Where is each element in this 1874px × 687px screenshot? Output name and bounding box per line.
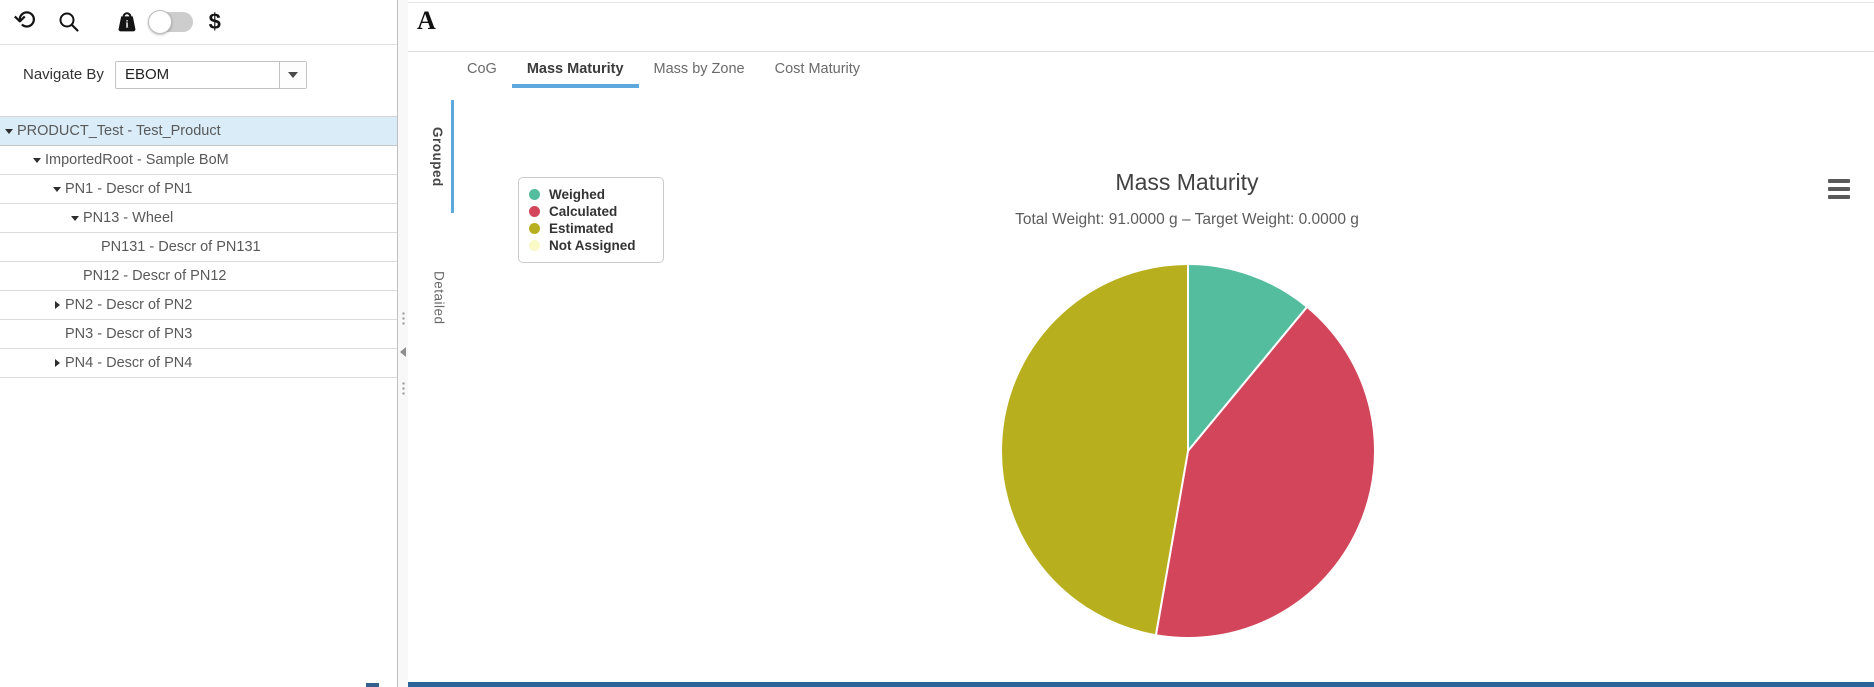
bottom-scroll-bar[interactable]	[408, 682, 1874, 687]
tree-item-label: PN1 - Descr of PN1	[65, 181, 193, 197]
collapse-panel-icon[interactable]	[400, 347, 406, 357]
tree-row[interactable]: PN4 - Descr of PN4	[0, 349, 397, 378]
legend-label: Calculated	[549, 204, 618, 219]
tree-item-label: PN3 - Descr of PN3	[65, 326, 193, 342]
collapse-node-icon[interactable]	[70, 215, 80, 221]
tree-row[interactable]: PN13 - Wheel	[0, 204, 397, 233]
splitter-grip-icon[interactable]	[401, 311, 406, 326]
navigate-by-label: Navigate By	[23, 66, 104, 83]
legend-item[interactable]: Calculated	[529, 204, 653, 219]
main-top-divider	[408, 2, 1874, 3]
tab-detailed[interactable]: Detailed	[431, 270, 447, 325]
tree-item-label: PRODUCT_Test - Test_Product	[17, 123, 221, 139]
collapse-node-icon[interactable]	[52, 186, 62, 192]
tree-item-label: PN13 - Wheel	[83, 210, 174, 226]
triangle-icon	[33, 157, 41, 163]
tab-cog[interactable]: CoG	[467, 61, 497, 77]
legend-label: Not Assigned	[549, 238, 636, 253]
triangle-icon	[53, 186, 61, 192]
product-structure-tree: PRODUCT_Test - Test_Product ImportedRoot …	[0, 116, 397, 378]
pie-slice-weighed[interactable]	[1187, 262, 1309, 454]
tab-mass-maturity[interactable]: Mass Maturity	[511, 52, 639, 88]
currency-icon[interactable]: $	[208, 9, 221, 34]
expand-node-icon[interactable]	[52, 301, 62, 309]
legend-label: Weighed	[549, 187, 606, 202]
collapse-node-icon[interactable]	[32, 157, 42, 163]
collapse-node-icon[interactable]	[4, 128, 14, 134]
legend-label: Estimated	[549, 221, 614, 236]
legend-swatch-weighed	[529, 189, 540, 200]
chevron-down-icon	[288, 72, 298, 78]
sidebar-toolbar: ⟲ i $	[0, 0, 397, 45]
search-icon[interactable]	[57, 10, 81, 34]
sidebar-hscroll-thumb[interactable]	[366, 683, 379, 687]
tree-item-label: ImportedRoot - Sample BoM	[45, 152, 229, 168]
legend-item[interactable]: Not Assigned	[529, 238, 653, 253]
mass-maturity-pie-chart	[1000, 262, 1376, 639]
tree-row[interactable]: PN2 - Descr of PN2	[0, 291, 397, 320]
tree-row[interactable]: PN1 - Descr of PN1	[0, 175, 397, 204]
hamburger-icon	[1828, 187, 1850, 191]
units-toggle[interactable]	[147, 10, 193, 34]
tree-row[interactable]: PN3 - Descr of PN3	[0, 320, 397, 349]
tree-row[interactable]: PN12 - Descr of PN12	[0, 262, 397, 291]
triangle-icon	[54, 359, 60, 367]
tab-grouped[interactable]: Grouped	[424, 100, 454, 213]
svg-text:i: i	[125, 20, 128, 31]
panel-splitter[interactable]	[397, 0, 408, 687]
tree-row[interactable]: PN131 - Descr of PN131	[0, 233, 397, 262]
sidebar: ⟲ i $ Navigate By EBOM PRODUCT_Test - Te…	[0, 0, 397, 687]
pie-slice-calculated[interactable]	[1154, 305, 1376, 639]
navigate-by-value: EBOM	[125, 66, 170, 83]
triangle-icon	[71, 215, 79, 221]
chart-subtitle: Total Weight: 91.0000 g – Target Weight:…	[1015, 211, 1359, 228]
navigate-by-dropdown-button[interactable]	[279, 62, 306, 88]
legend-swatch-estimated	[529, 223, 540, 234]
tree-row[interactable]: PRODUCT_Test - Test_Product	[0, 117, 397, 146]
tree-item-label: PN131 - Descr of PN131	[101, 239, 261, 255]
tree-item-label: PN4 - Descr of PN4	[65, 355, 193, 371]
tab-cost-maturity[interactable]: Cost Maturity	[774, 61, 861, 77]
legend-swatch-not-assigned	[529, 240, 540, 251]
chart-menu-button[interactable]	[1828, 179, 1850, 199]
refresh-icon[interactable]: ⟲	[13, 5, 36, 35]
legend-swatch-calculated	[529, 206, 540, 217]
hamburger-icon	[1828, 195, 1850, 199]
triangle-icon	[5, 128, 13, 134]
toggle-knob[interactable]	[147, 10, 172, 34]
chart-tabbar: CoG Mass Maturity Mass by Zone Cost Maturit…	[408, 51, 1874, 88]
tree-item-label: PN2 - Descr of PN2	[65, 297, 193, 313]
tree-row[interactable]: ImportedRoot - Sample BoM	[0, 146, 397, 175]
chart-title: Mass Maturity	[1115, 169, 1259, 195]
chart-legend: Weighed Calculated Estimated Not Assigned	[518, 177, 664, 263]
tree-item-label: PN12 - Descr of PN12	[83, 268, 227, 284]
expand-node-icon[interactable]	[52, 359, 62, 367]
legend-item[interactable]: Weighed	[529, 187, 653, 202]
pie-slice-estimated[interactable]	[1000, 262, 1189, 637]
triangle-icon	[54, 301, 60, 309]
annotation-tool-button[interactable]: A	[417, 6, 436, 35]
legend-item[interactable]: Estimated	[529, 221, 653, 236]
hamburger-icon	[1828, 179, 1850, 183]
weight-icon[interactable]: i	[114, 10, 140, 34]
tab-mass-by-zone[interactable]: Mass by Zone	[653, 61, 745, 77]
splitter-grip-icon[interactable]	[401, 381, 406, 396]
navigate-by-dropdown[interactable]: EBOM	[115, 61, 307, 89]
